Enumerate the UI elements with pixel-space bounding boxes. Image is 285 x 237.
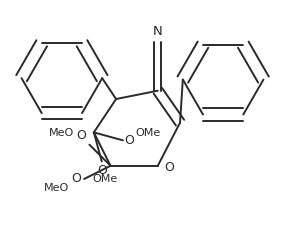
Text: OMe: OMe — [92, 174, 117, 184]
Text: O: O — [124, 134, 134, 147]
Text: MeO: MeO — [44, 183, 69, 193]
Text: O: O — [97, 164, 107, 177]
Text: O: O — [72, 173, 81, 186]
Text: N: N — [153, 25, 163, 38]
Text: O: O — [165, 161, 175, 174]
Text: O: O — [77, 129, 87, 142]
Text: MeO: MeO — [49, 128, 74, 138]
Text: OMe: OMe — [135, 128, 161, 137]
